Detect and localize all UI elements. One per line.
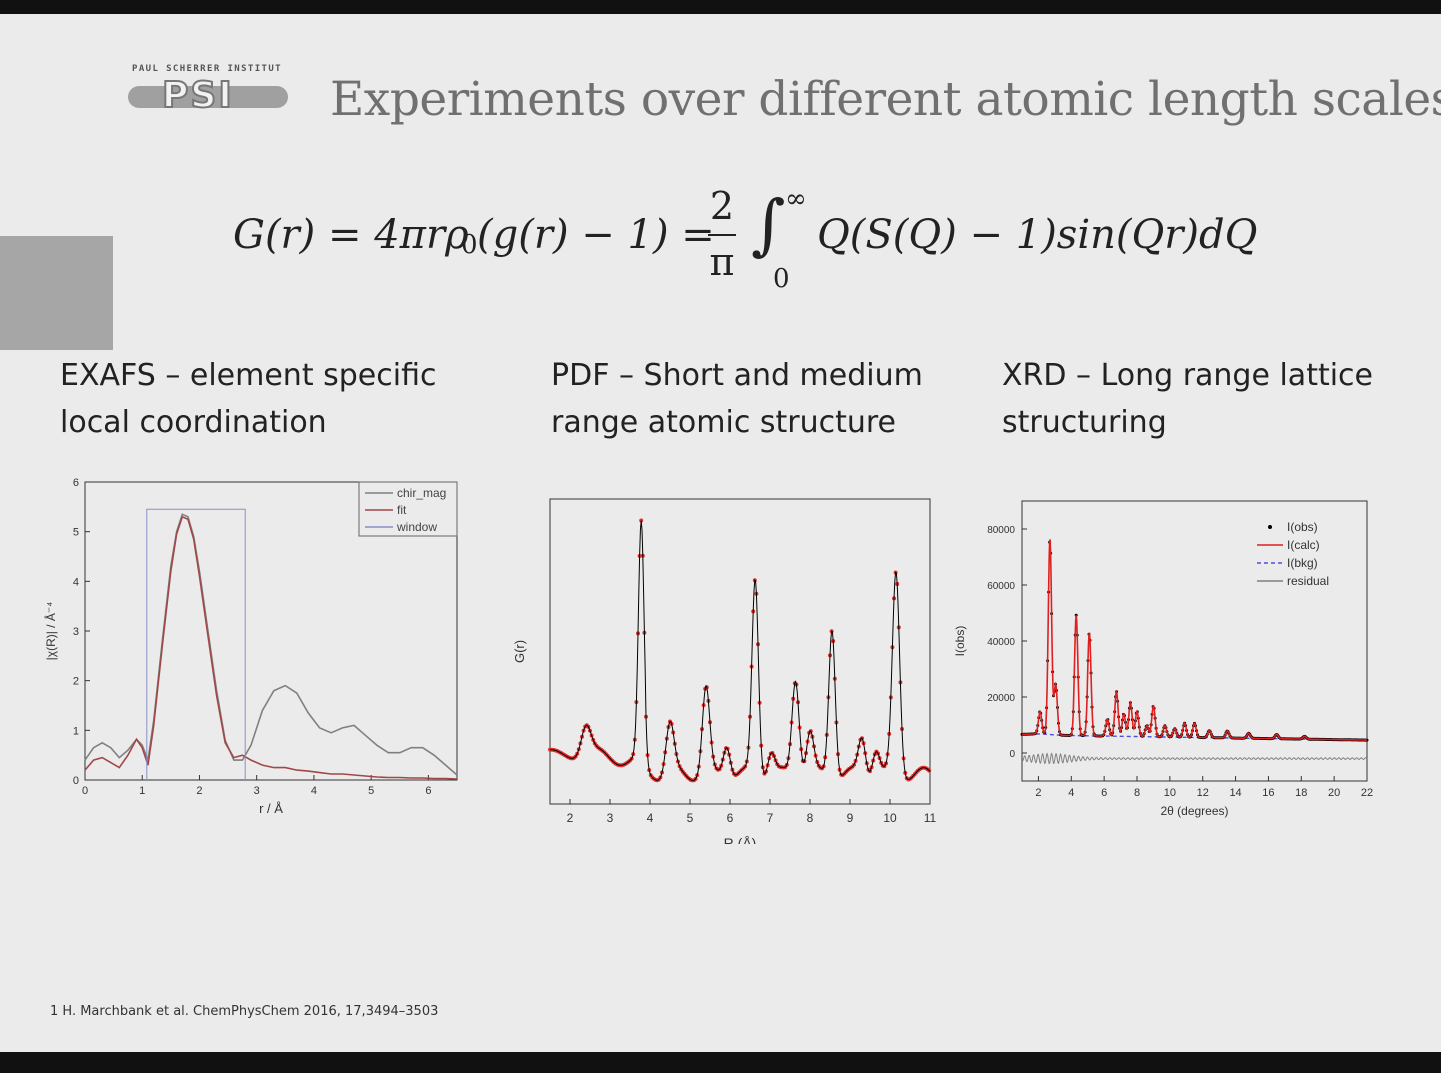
xrd-x-tick-label: 20 (1328, 787, 1340, 799)
exafs-y-tick-label: 3 (73, 626, 79, 638)
exafs-x-tick-label: 6 (425, 785, 431, 797)
logo-institute-text: PAUL SCHERRER INSTITUT (132, 64, 283, 74)
psi-logo: PAUL SCHERRER INSTITUT PSI (128, 64, 290, 136)
xrd-legend-label: I(bkg) (1287, 556, 1318, 570)
xrd-residual-line (1021, 752, 1368, 765)
pdf-x-tick-label: 6 (727, 811, 734, 825)
decorative-block (0, 236, 113, 350)
exafs-x-tick-label: 2 (196, 785, 202, 797)
exafs-x-tick-label: 0 (82, 785, 88, 797)
heading-exafs-line2: local coordination (60, 405, 327, 440)
fraction-numerator: 2 (709, 184, 735, 228)
logo-bar (128, 86, 288, 108)
fraction-line (708, 234, 736, 236)
footnote-reference: 1 H. Marchbank et al. ChemPhysChem 2016,… (50, 1004, 439, 1019)
xrd-y-tick-label: 20000 (987, 693, 1015, 704)
pdf-x-tick-label: 8 (807, 811, 814, 825)
exafs-y-tick-label: 4 (73, 576, 79, 588)
xrd-y-tick-label: 60000 (987, 581, 1015, 592)
logo-mark: PSI (161, 75, 234, 117)
integral-lower-limit: 0 (773, 264, 790, 294)
xrd-x-tick-label: 6 (1101, 787, 1107, 799)
xrd-y-tick-label: 80000 (987, 525, 1015, 536)
equation-mid: (g(r) − 1) = (477, 212, 715, 258)
xrd-legend-label: residual (1287, 574, 1329, 588)
xrd-x-tick-label: 16 (1262, 787, 1274, 799)
fraction-denominator: π (709, 240, 735, 284)
pdf-x-tick-label: 10 (883, 811, 897, 825)
slide-title: Experiments over different atomic length… (330, 72, 1441, 127)
exafs-y-tick-label: 5 (73, 527, 79, 539)
pdf-observed-points (548, 518, 932, 783)
pdf-y-axis-label: G(r) (512, 640, 527, 663)
equation-lhs: G(r) = 4πrρ (233, 212, 469, 258)
pdf-x-tick-label: 2 (567, 811, 574, 825)
exafs-legend-label: window (396, 520, 437, 534)
heading-exafs: EXAFS – element specific local coordinat… (60, 352, 436, 446)
pdf-x-tick-label: 4 (647, 811, 654, 825)
xrd-x-axis-label: 2θ (degrees) (1160, 804, 1228, 818)
exafs-x-tick-label: 3 (254, 785, 260, 797)
pdf-x-axis-label: R (Å) (724, 835, 757, 844)
xrd-legend-label: I(calc) (1287, 538, 1320, 552)
exafs-y-tick-label: 0 (73, 775, 79, 787)
xrd-x-tick-label: 18 (1295, 787, 1307, 799)
exafs-y-tick-label: 6 (73, 477, 79, 489)
pdf-calculated-line (550, 520, 931, 782)
exafs-legend-label: fit (397, 503, 407, 517)
pdf-x-tick-label: 11 (924, 811, 937, 825)
exafs-y-tick-label: 2 (73, 676, 79, 688)
exafs-x-tick-label: 4 (311, 785, 317, 797)
integral-sign: ∫ (751, 186, 786, 263)
heading-xrd-line1: XRD – Long range lattice (1002, 358, 1374, 393)
xrd-x-tick-label: 10 (1164, 787, 1176, 799)
pdf-x-tick-label: 5 (687, 811, 694, 825)
xrd-legend-label: I(obs) (1287, 520, 1318, 534)
slide: PAUL SCHERRER INSTITUT PSI Experiments o… (0, 14, 1441, 1052)
xrd-legend-swatch (1268, 525, 1272, 529)
exafs-legend-label: chir_mag (397, 486, 446, 500)
pdf-x-tick-label: 9 (847, 811, 854, 825)
exafs-x-axis-label: r / Å (259, 801, 283, 814)
heading-pdf: PDF – Short and medium range atomic stru… (551, 352, 923, 446)
equation-subscript: 0 (461, 230, 478, 260)
exafs-x-tick-label: 1 (139, 785, 145, 797)
pdf-chart: 2 3 4 5 6 7 8 9 10 11 R (Å) G(r) (512, 498, 937, 844)
heading-exafs-line1: EXAFS – element specific (60, 358, 437, 393)
exafs-series-fit (84, 515, 458, 780)
xrd-x-tick-label: 22 (1361, 787, 1373, 799)
pdf-x-tick-label: 3 (607, 811, 614, 825)
xrd-x-tick-label: 14 (1229, 787, 1241, 799)
exafs-y-axis-label: |χ(R)| / Å⁻⁴ (43, 602, 58, 661)
xrd-chart: 2 4 6 8 10 12 14 16 18 20 22020000400006000080000 … (953, 500, 1373, 818)
xrd-y-axis-label: I(obs) (953, 626, 967, 657)
exafs-series-chir-mag (84, 513, 458, 776)
heading-xrd: XRD – Long range lattice structuring (1002, 352, 1373, 446)
equation-rhs: Q(S(Q) − 1)sin(Qr)dQ (817, 212, 1258, 258)
exafs-x-tick-label: 5 (368, 785, 374, 797)
xrd-y-tick-label: 40000 (987, 637, 1015, 648)
xrd-legend: I(obs) I(calc) I(bkg) residual (1257, 520, 1329, 588)
integral-upper-limit: ∞ (785, 184, 807, 214)
heading-pdf-line2: range atomic structure (551, 405, 896, 440)
xrd-x-tick-label: 2 (1035, 787, 1041, 799)
xrd-x-tick-label: 4 (1068, 787, 1074, 799)
pdf-x-tick-label: 7 (767, 811, 774, 825)
pdf-plot-frame (549, 498, 931, 805)
heading-xrd-line2: structuring (1002, 405, 1167, 440)
xrd-y-tick-label: 0 (1009, 749, 1015, 760)
xrd-x-tick-label: 8 (1134, 787, 1140, 799)
xrd-calculated-line (1022, 539, 1367, 741)
xrd-x-tick-label: 12 (1197, 787, 1209, 799)
exafs-series-window (146, 508, 246, 780)
exafs-y-tick-label: 1 (73, 725, 79, 737)
heading-pdf-line1: PDF – Short and medium (551, 358, 923, 393)
